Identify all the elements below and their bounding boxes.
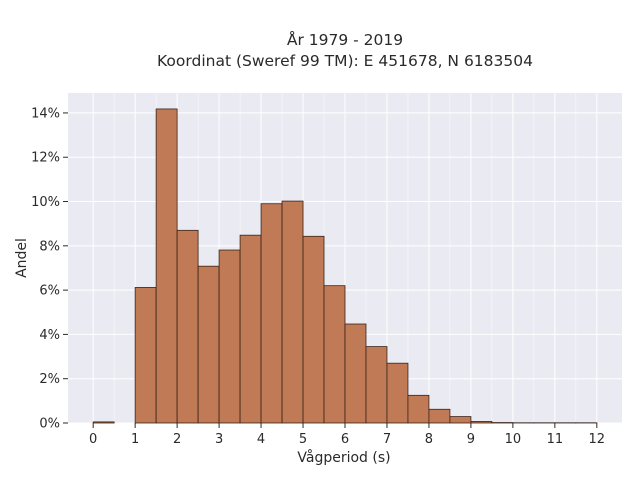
histogram-bar bbox=[260, 203, 283, 424]
y-tick-label: 8% bbox=[39, 239, 60, 254]
y-tick-label: 2% bbox=[39, 372, 60, 387]
y-tick-label: 12% bbox=[31, 151, 60, 166]
x-axis-ticks: 0 1 2 3 4 5 6 7 8 9 10 11 12 bbox=[89, 423, 605, 447]
x-tick-label: 9 bbox=[467, 432, 475, 447]
x-tick-label: 8 bbox=[425, 432, 433, 447]
x-tick-label: 12 bbox=[589, 432, 606, 447]
histogram-bar bbox=[155, 108, 178, 424]
histogram-bar bbox=[449, 416, 472, 424]
histogram-bar bbox=[344, 323, 367, 424]
x-tick-label: 11 bbox=[547, 432, 564, 447]
histogram-bar bbox=[239, 234, 262, 424]
histogram-bar bbox=[407, 394, 430, 424]
x-axis-label: Vågperiod (s) bbox=[297, 449, 390, 466]
histogram-bar bbox=[92, 421, 115, 424]
bars bbox=[92, 108, 598, 424]
chart-title-line2: Koordinat (Sweref 99 TM): E 451678, N 61… bbox=[157, 52, 533, 70]
x-tick-label: 7 bbox=[383, 432, 391, 447]
x-tick-label: 6 bbox=[341, 432, 349, 447]
chart-title-line1: År 1979 - 2019 bbox=[287, 30, 403, 49]
y-tick-label: 6% bbox=[39, 284, 60, 299]
x-tick-label: 10 bbox=[505, 432, 522, 447]
histogram-bar bbox=[176, 229, 199, 424]
x-tick-label: 4 bbox=[257, 432, 265, 447]
x-tick-label: 2 bbox=[173, 432, 181, 447]
x-tick-label: 0 bbox=[89, 432, 97, 447]
y-tick-label: 10% bbox=[31, 195, 60, 210]
y-axis-label: Andel bbox=[14, 238, 30, 278]
x-tick-label: 3 bbox=[215, 432, 223, 447]
histogram-bar bbox=[197, 265, 220, 424]
histogram-bar bbox=[365, 346, 388, 424]
histogram-bar bbox=[323, 285, 346, 424]
histogram-bar bbox=[281, 200, 304, 424]
x-tick-label: 1 bbox=[131, 432, 139, 447]
histogram-bar bbox=[428, 408, 451, 424]
x-tick-label: 5 bbox=[299, 432, 307, 447]
histogram-bar bbox=[386, 362, 409, 424]
histogram-bar bbox=[218, 249, 241, 424]
histogram-bar bbox=[470, 421, 493, 424]
y-tick-label: 4% bbox=[39, 328, 60, 343]
histogram-bar bbox=[134, 287, 157, 424]
histogram-bar bbox=[302, 235, 325, 424]
y-tick-label: 14% bbox=[31, 106, 60, 121]
y-axis-ticks: 0% 2% 4% 6% 8% 10% 12% 14% bbox=[31, 106, 68, 432]
y-tick-label: 0% bbox=[39, 417, 60, 432]
